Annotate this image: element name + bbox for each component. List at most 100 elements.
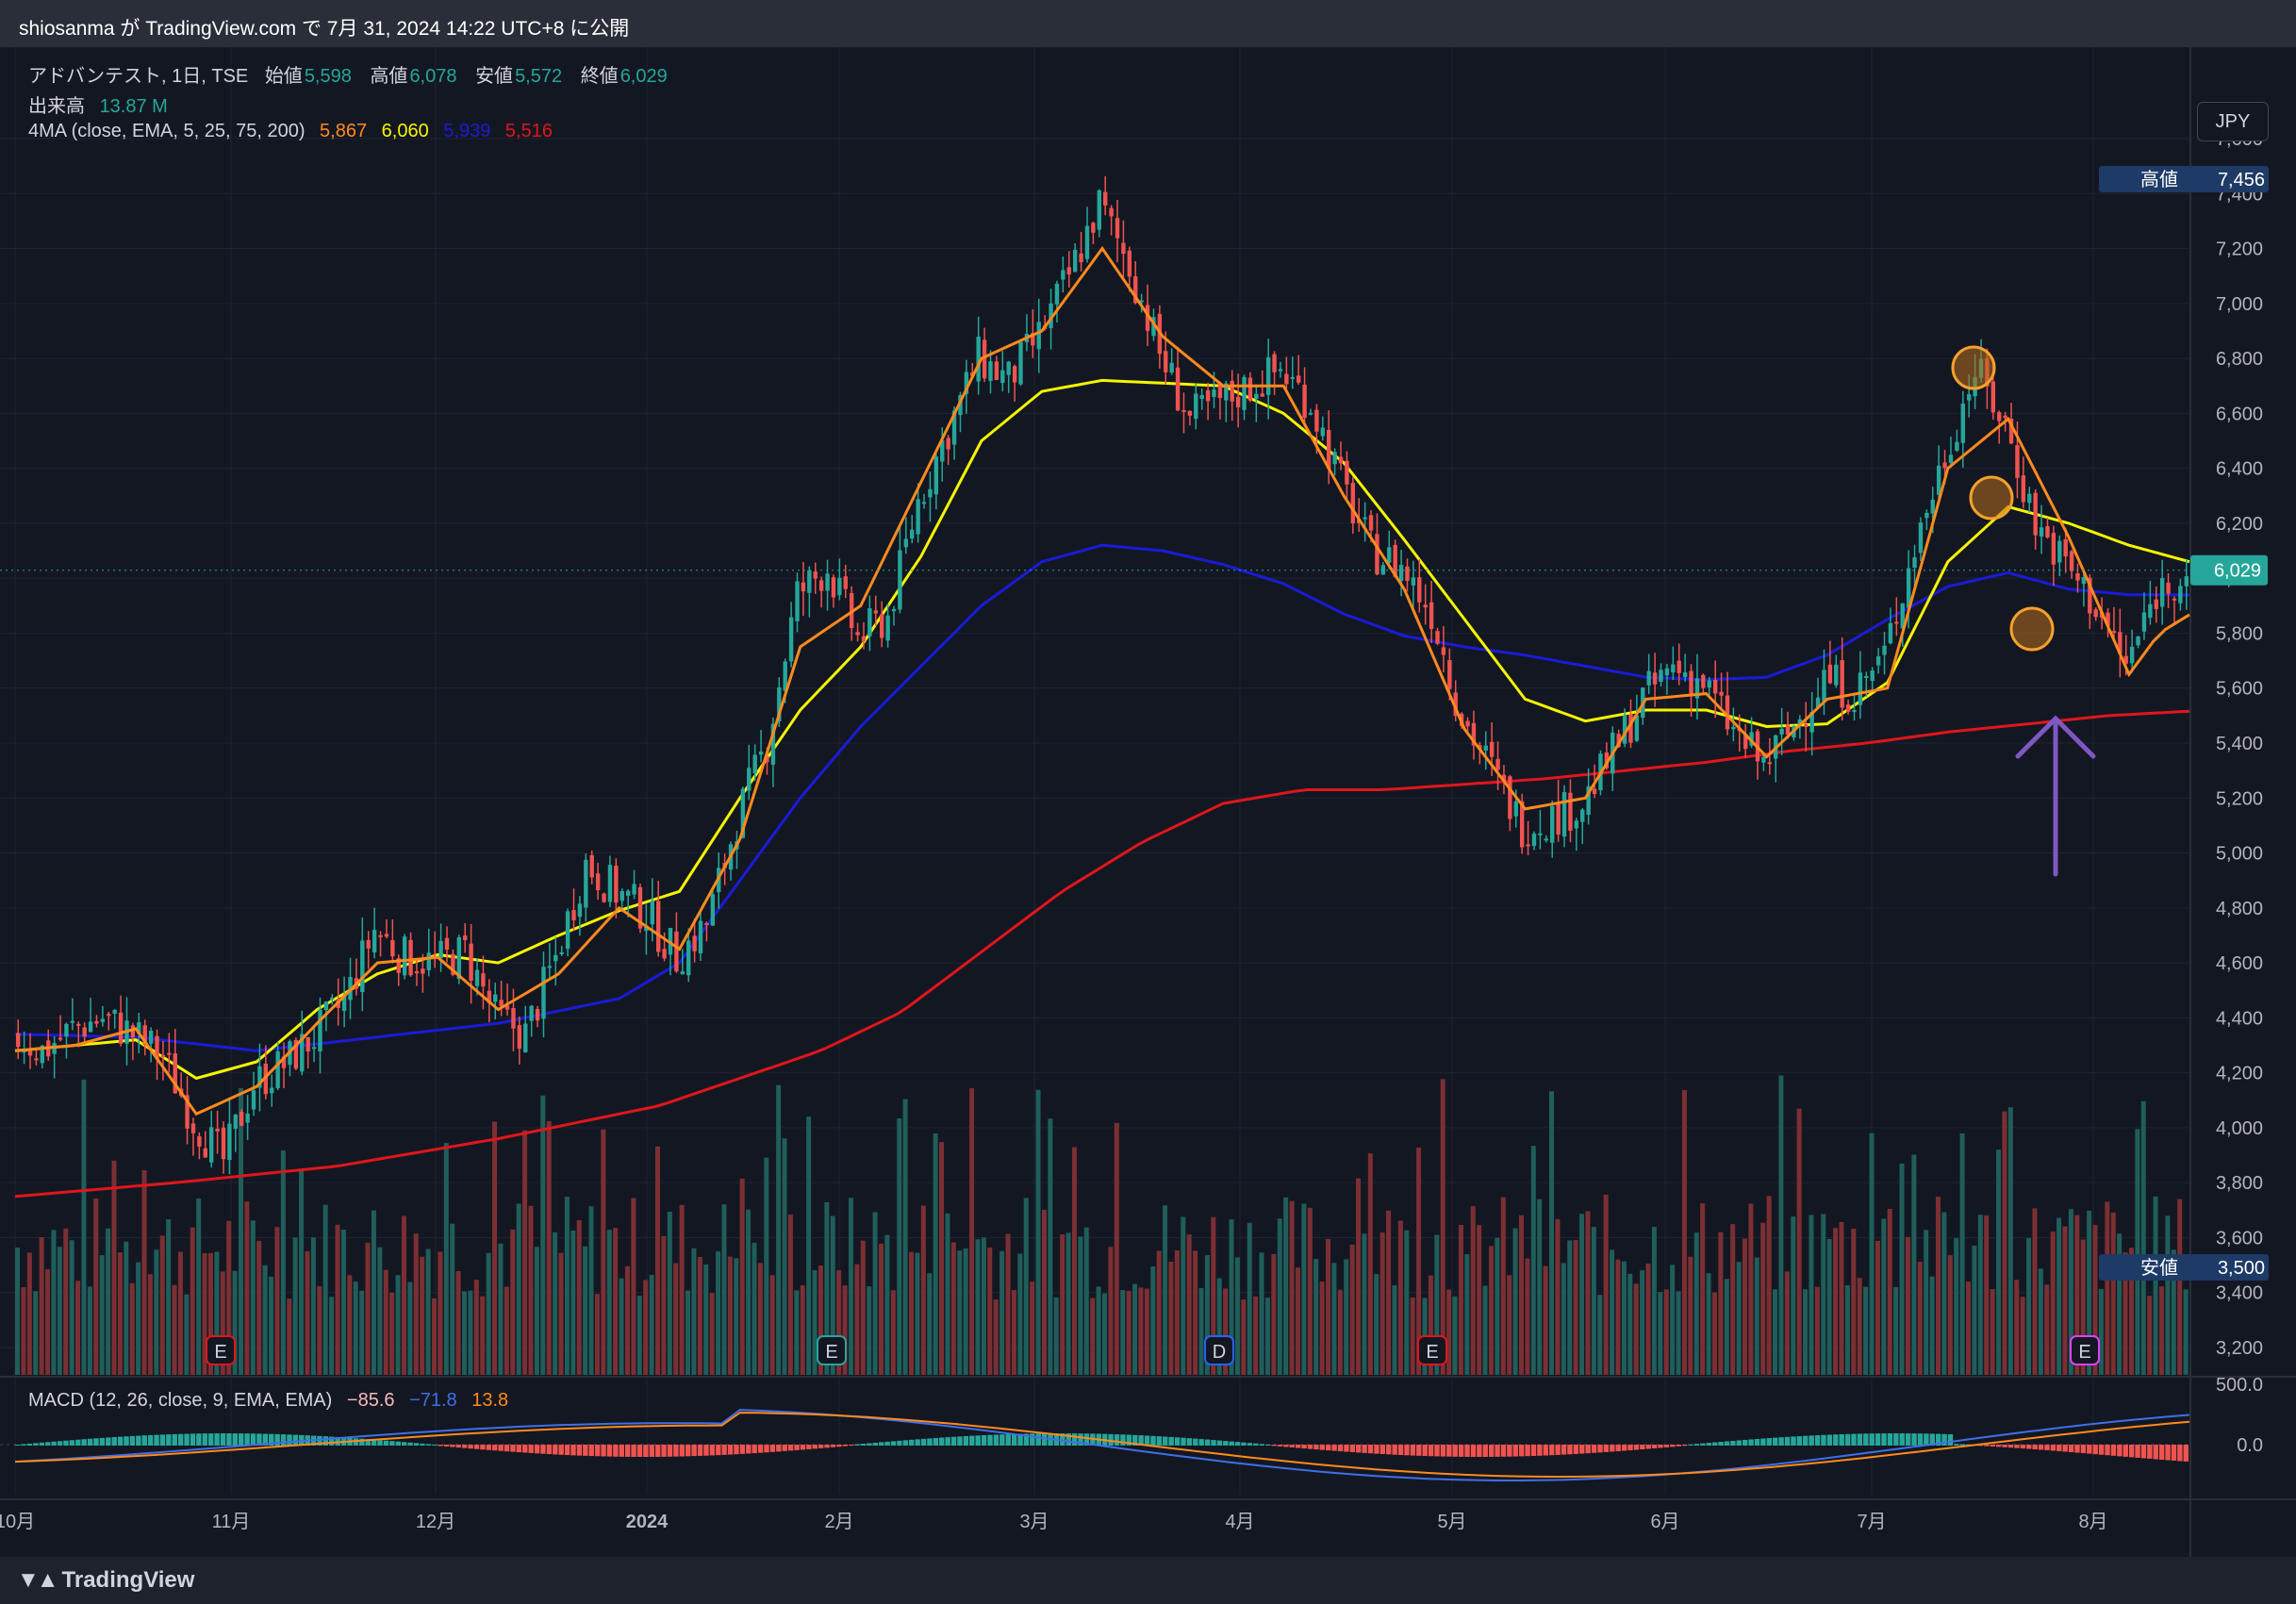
- macd-hist-bar: [1144, 1435, 1150, 1446]
- volume-bar: [1277, 1218, 1282, 1375]
- macd-hist-bar: [287, 1434, 292, 1446]
- macd-hist-bar: [504, 1445, 510, 1452]
- ma-legend: 4MA (close, EMA, 5, 25, 75, 200) 5,867 6…: [28, 121, 553, 142]
- candle-body: [1247, 377, 1253, 401]
- macd-hist-bar: [963, 1435, 969, 1446]
- macd-hist-bar: [920, 1438, 927, 1446]
- price-tick-label: 7,200: [2216, 240, 2263, 260]
- macd-hist-bar: [473, 1445, 480, 1449]
- macd-hist-bar: [1464, 1445, 1470, 1457]
- candle-body: [994, 361, 999, 380]
- volume-bar: [1833, 1228, 1839, 1375]
- chart-svg[interactable]: EEDEE7,6007,4007,2007,0006,8006,6006,400…: [0, 47, 2296, 1557]
- macd-hist-bar: [939, 1437, 945, 1446]
- volume-bar: [727, 1256, 733, 1375]
- macd-hist-bar: [1065, 1433, 1071, 1446]
- volume-bar: [522, 1130, 528, 1375]
- candle-body: [1501, 774, 1507, 782]
- candle-body: [64, 1023, 69, 1037]
- macd-hist-bar: [1271, 1445, 1277, 1447]
- candle-body: [396, 958, 401, 973]
- macd-hist-bar: [57, 1441, 63, 1446]
- volume-bar: [141, 1170, 147, 1375]
- volume-bar: [305, 1250, 310, 1375]
- volume-bar: [890, 1290, 896, 1375]
- macd-hist-bar: [462, 1445, 468, 1448]
- volume-bar: [1718, 1232, 1724, 1375]
- macd-hist-bar: [39, 1442, 45, 1446]
- macd-hist-bar: [812, 1445, 818, 1449]
- candle-body: [185, 1095, 190, 1129]
- volume-bar: [510, 1229, 516, 1375]
- candle-body: [1036, 322, 1041, 350]
- candle-body: [88, 1021, 93, 1033]
- ma-value-25: 6,060: [381, 121, 429, 141]
- time-tick-label: 6月: [1650, 1512, 1679, 1532]
- macd-hist-bar: [1198, 1439, 1204, 1446]
- candle-body: [933, 456, 939, 495]
- volume-bar: [1791, 1215, 1796, 1375]
- volume-bar: [1482, 1285, 1488, 1375]
- candles: [16, 175, 2189, 1175]
- macd-hist-bar: [443, 1445, 450, 1447]
- macd-hist-bar: [1337, 1445, 1344, 1452]
- volume-bar: [776, 1084, 782, 1375]
- volume-bar: [1924, 1230, 1929, 1375]
- macd-hist-bar: [1742, 1439, 1748, 1446]
- macd-hist-bar: [915, 1439, 920, 1446]
- high-tag-bg: [2099, 166, 2269, 192]
- volume-bar: [1814, 1286, 1820, 1375]
- macd-hist-bar: [1500, 1445, 1507, 1457]
- macd-hist-bar: [776, 1445, 782, 1452]
- tradingview-logo[interactable]: ▼▲ TradingView: [17, 1567, 194, 1594]
- candle-body: [825, 573, 830, 591]
- candle-body: [1804, 724, 1809, 727]
- volume-bar: [1603, 1194, 1609, 1375]
- macd-hist-bar: [752, 1445, 757, 1454]
- candle-body: [686, 940, 691, 976]
- candle-body: [1526, 844, 1530, 847]
- macd-hist-bar: [190, 1433, 196, 1446]
- candle-body: [1175, 367, 1181, 411]
- macd-hist-bar: [1470, 1445, 1477, 1457]
- macd-hist-bar: [359, 1438, 365, 1446]
- volume-bar: [1881, 1218, 1887, 1375]
- candle-body: [752, 754, 757, 774]
- currency-button[interactable]: JPY: [2197, 102, 2269, 141]
- volume-bar: [486, 1252, 491, 1375]
- macd-hist-bar: [1567, 1445, 1573, 1455]
- volume-bar: [927, 1273, 933, 1375]
- volume-bar: [1748, 1203, 1754, 1375]
- volume-bar: [1337, 1289, 1343, 1375]
- macd-hist-bar: [1422, 1445, 1428, 1457]
- candle-body: [1338, 456, 1344, 464]
- macd-hist-bar: [1585, 1445, 1591, 1454]
- volume-bar: [2032, 1208, 2038, 1375]
- candle-body: [2021, 475, 2026, 503]
- candle-body: [885, 615, 890, 641]
- volume-bar: [1784, 1271, 1790, 1375]
- volume-bar: [1941, 1212, 1947, 1375]
- macd-hist-bar: [1724, 1441, 1730, 1446]
- macd-hist-bar: [159, 1434, 166, 1446]
- macd-hist-bar: [1555, 1445, 1561, 1455]
- volume-bar: [395, 1275, 401, 1375]
- volume-bar: [897, 1118, 902, 1375]
- macd-hist-bar: [757, 1445, 764, 1453]
- volume-bar: [854, 1264, 860, 1375]
- candle-body: [130, 1025, 136, 1038]
- macd-hist-bar: [534, 1445, 540, 1454]
- macd-hist-bar: [800, 1445, 806, 1450]
- chart-area[interactable]: EEDEE7,6007,4007,2007,0006,8006,6006,400…: [0, 47, 2296, 1557]
- candle-body: [873, 610, 878, 614]
- volume-bar: [601, 1129, 606, 1375]
- volume-bar: [570, 1230, 576, 1375]
- candle-body: [1387, 547, 1392, 563]
- macd-hist-bar: [1603, 1445, 1610, 1452]
- volume-bar: [920, 1205, 926, 1375]
- macd-hist-bar: [1434, 1445, 1440, 1457]
- macd-hist-bar: [2026, 1445, 2032, 1449]
- macd-hist-bar: [317, 1435, 322, 1446]
- volume-bar: [679, 1204, 685, 1375]
- candle-body: [674, 931, 679, 972]
